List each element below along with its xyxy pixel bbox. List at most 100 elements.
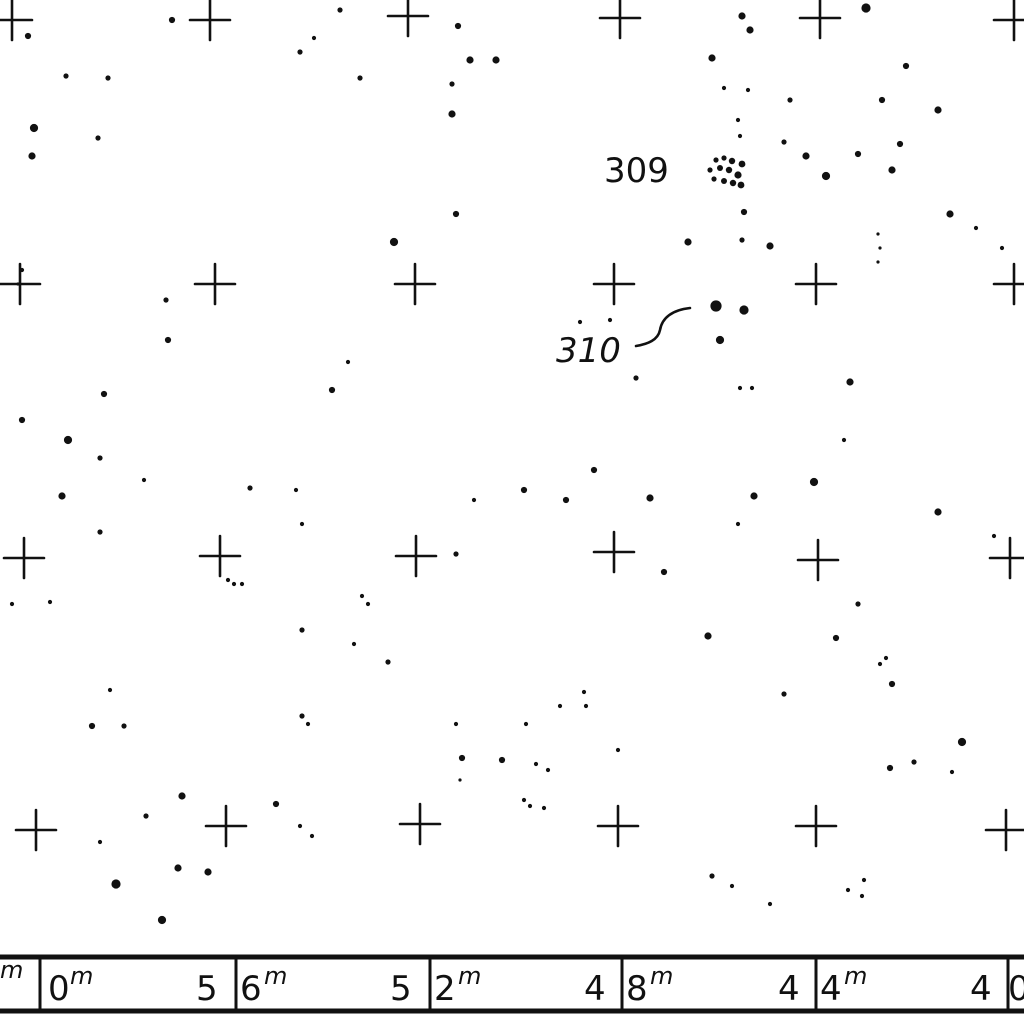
star (19, 267, 25, 273)
grid-cross (592, 262, 636, 306)
scale-label-0: 0 (48, 969, 70, 1009)
star (453, 721, 459, 727)
grid-cross (0, 262, 42, 306)
star (247, 485, 253, 491)
star (385, 659, 391, 665)
cluster-star (725, 166, 733, 174)
object-310-label: 310 (556, 331, 621, 371)
star (345, 359, 351, 365)
star (735, 117, 741, 123)
star (577, 319, 583, 325)
star (878, 246, 882, 250)
star (305, 721, 311, 727)
grid-cross (393, 262, 437, 306)
star (973, 225, 979, 231)
star (351, 641, 357, 647)
grid-cross (596, 804, 640, 848)
cluster-star (729, 179, 737, 187)
grid-cross (14, 808, 58, 852)
star (168, 16, 176, 24)
star (523, 721, 529, 727)
star (121, 723, 127, 729)
grid-cross (198, 534, 242, 578)
star (107, 687, 113, 693)
star (541, 805, 547, 811)
star (498, 756, 506, 764)
cluster-star (721, 178, 727, 184)
star (846, 378, 854, 386)
grid-cross (204, 804, 248, 848)
grid-cross (188, 0, 232, 42)
star (100, 390, 108, 398)
scale-label-48-left: 4 (584, 969, 606, 1009)
star (97, 529, 103, 535)
star (781, 139, 787, 145)
scale-label-52-right: 2 (434, 969, 456, 1009)
cluster-star (721, 155, 727, 161)
star (684, 238, 692, 246)
star (841, 437, 847, 443)
star (389, 237, 399, 247)
star (452, 210, 460, 218)
star (97, 839, 103, 845)
star (861, 3, 871, 13)
cluster-star (707, 167, 713, 173)
star (337, 7, 343, 13)
star (749, 385, 755, 391)
star (272, 800, 280, 808)
star (746, 26, 754, 34)
star (178, 792, 186, 800)
grid-cross (796, 538, 840, 582)
star (738, 12, 746, 20)
star (721, 85, 727, 91)
star (934, 508, 942, 516)
star (111, 879, 121, 889)
star (448, 110, 456, 118)
star (28, 152, 36, 160)
star (63, 73, 69, 79)
scale-unit: m (264, 962, 287, 990)
star (821, 171, 831, 181)
star (633, 375, 639, 381)
star (767, 901, 773, 907)
cluster-star (717, 165, 723, 171)
star (297, 823, 303, 829)
star (58, 492, 66, 500)
star (876, 260, 880, 264)
star (715, 335, 725, 345)
star (299, 627, 305, 633)
star (328, 386, 336, 394)
star (527, 803, 533, 809)
star (740, 208, 748, 216)
star (239, 581, 245, 587)
star (888, 166, 896, 174)
grid-cross (386, 0, 430, 38)
star (164, 336, 172, 344)
grid-cross (592, 530, 636, 574)
star (47, 599, 53, 605)
star (204, 868, 212, 876)
star (293, 487, 299, 493)
cluster-star (737, 181, 745, 189)
star (729, 883, 735, 889)
star (957, 737, 967, 747)
star (832, 634, 840, 642)
scale-label-40-right: 0 (1008, 969, 1024, 1009)
grid-cross (992, 0, 1024, 42)
star (876, 232, 880, 236)
star (877, 661, 883, 667)
star (359, 593, 365, 599)
star (16, 282, 20, 286)
star (888, 680, 896, 688)
star (590, 466, 598, 474)
grid-crosses (0, 0, 1024, 852)
star (545, 767, 551, 773)
scale-frame (0, 954, 1024, 1014)
grid-cross (984, 808, 1024, 852)
star (520, 486, 528, 494)
grid-cross (0, 0, 34, 42)
star (739, 305, 749, 315)
object-310-leader-line (634, 306, 692, 348)
star (357, 75, 363, 81)
